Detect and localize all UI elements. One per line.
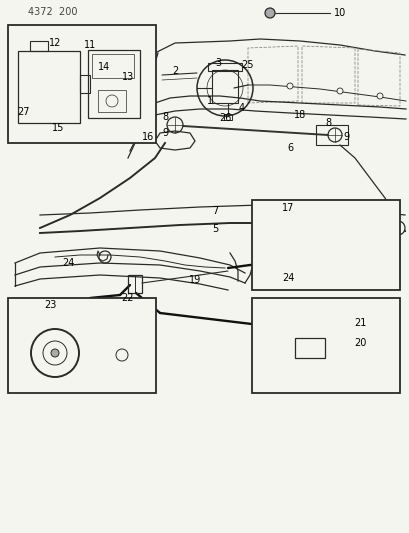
Text: 4: 4 xyxy=(238,103,245,113)
Bar xyxy=(30,41,48,51)
Bar xyxy=(88,50,139,118)
Text: 19: 19 xyxy=(189,275,201,285)
Text: 21: 21 xyxy=(353,318,365,328)
Text: 14: 14 xyxy=(98,62,110,72)
Text: 18: 18 xyxy=(293,110,306,120)
Text: 15: 15 xyxy=(52,123,64,133)
Text: 13: 13 xyxy=(121,72,134,82)
Text: 12: 12 xyxy=(49,38,61,48)
Text: 25: 25 xyxy=(241,60,254,70)
Text: 7: 7 xyxy=(211,206,218,216)
Circle shape xyxy=(264,8,274,18)
Text: 9: 9 xyxy=(162,128,168,138)
Circle shape xyxy=(376,93,382,99)
Text: 3: 3 xyxy=(214,58,220,68)
Text: 8: 8 xyxy=(162,112,168,122)
Text: 1: 1 xyxy=(207,96,213,106)
Bar xyxy=(128,275,142,293)
Text: 5: 5 xyxy=(211,224,218,234)
Text: 23: 23 xyxy=(44,300,56,310)
Bar xyxy=(18,51,80,123)
Bar xyxy=(294,338,324,358)
Text: 8: 8 xyxy=(324,118,330,128)
Text: 20: 20 xyxy=(353,338,365,348)
Bar xyxy=(8,298,155,393)
Text: 17: 17 xyxy=(281,203,294,213)
Bar xyxy=(92,54,134,78)
Circle shape xyxy=(286,83,292,89)
Text: 27: 27 xyxy=(18,107,30,117)
Bar xyxy=(252,298,399,393)
Circle shape xyxy=(51,349,59,357)
Text: 22: 22 xyxy=(121,293,134,303)
Text: 16: 16 xyxy=(142,132,154,142)
Text: 6: 6 xyxy=(286,143,292,153)
Bar xyxy=(98,90,126,112)
Bar xyxy=(223,114,231,120)
Text: 24: 24 xyxy=(62,258,74,268)
Text: 11: 11 xyxy=(84,40,96,50)
Text: 9: 9 xyxy=(342,132,348,142)
Bar xyxy=(8,25,155,143)
Text: 24: 24 xyxy=(281,273,294,283)
Text: 26: 26 xyxy=(218,113,231,123)
Text: 10: 10 xyxy=(333,8,345,18)
Bar xyxy=(80,75,90,93)
Bar xyxy=(211,70,237,103)
Bar xyxy=(207,63,241,71)
Bar xyxy=(315,125,347,145)
Text: 2: 2 xyxy=(171,66,178,76)
Text: 4372  200: 4372 200 xyxy=(28,7,77,17)
Circle shape xyxy=(390,221,404,235)
Circle shape xyxy=(336,88,342,94)
Bar xyxy=(252,200,399,290)
